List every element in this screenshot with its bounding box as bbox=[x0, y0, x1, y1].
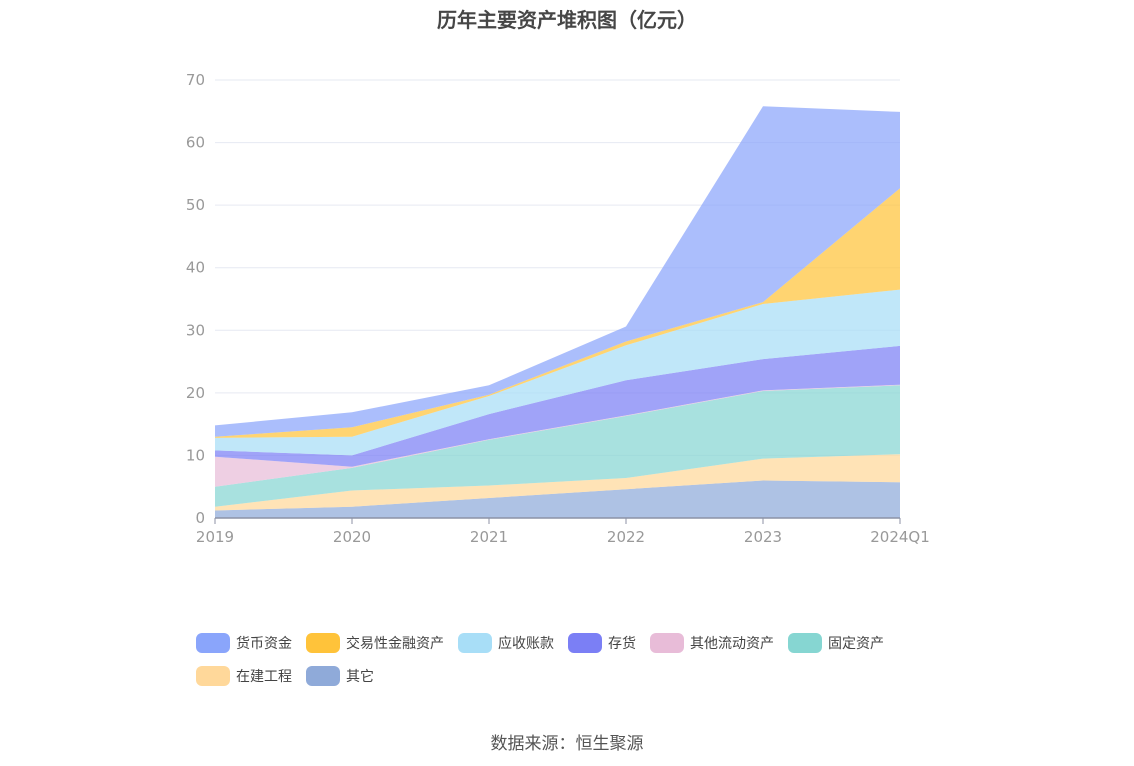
area-series-4 bbox=[215, 345, 900, 467]
area-series-1 bbox=[215, 454, 900, 511]
x-tick-label: 2024Q1 bbox=[870, 528, 930, 546]
y-tick-label: 60 bbox=[186, 134, 205, 152]
x-tick-label: 2023 bbox=[744, 528, 782, 546]
legend-label: 其它 bbox=[346, 669, 374, 685]
legend-item[interactable]: 在建工程 bbox=[196, 666, 292, 686]
legend-label: 交易性金融资产 bbox=[346, 636, 444, 652]
legend-item[interactable]: 其它 bbox=[306, 666, 374, 686]
area-series-5 bbox=[215, 289, 900, 456]
area-series-3 bbox=[215, 384, 900, 487]
legend-swatch bbox=[650, 633, 684, 653]
legend-item[interactable]: 固定资产 bbox=[788, 633, 884, 653]
y-tick-label: 40 bbox=[186, 259, 205, 277]
area-series-0 bbox=[215, 480, 900, 518]
y-tick-label: 30 bbox=[186, 321, 205, 339]
y-tick-label: 70 bbox=[186, 71, 205, 89]
legend-label: 存货 bbox=[608, 636, 636, 652]
legend-swatch bbox=[568, 633, 602, 653]
legend-item[interactable]: 其他流动资产 bbox=[650, 633, 774, 653]
x-tick-label: 2021 bbox=[470, 528, 508, 546]
chart-title: 历年主要资产堆积图（亿元） bbox=[437, 8, 697, 32]
y-tick-label: 0 bbox=[195, 509, 205, 527]
stacked-area-chart: 0 10 20 30 40 50 60 70 2019 2020 2021 2022 2023 2024Q… bbox=[186, 71, 930, 546]
legend-label: 固定资产 bbox=[828, 636, 884, 652]
legend-item[interactable]: 货币资金 bbox=[196, 633, 292, 653]
legend-swatch bbox=[196, 633, 230, 653]
y-tick-label: 20 bbox=[186, 384, 205, 402]
legend-swatch bbox=[788, 633, 822, 653]
area-layer bbox=[215, 106, 900, 518]
legend-swatch bbox=[306, 666, 340, 686]
legend-label: 在建工程 bbox=[236, 669, 292, 685]
legend-swatch bbox=[306, 633, 340, 653]
data-source-note: 数据来源：恒生聚源 bbox=[490, 734, 644, 754]
legend-row-1: 货币资金 交易性金融资产 应收账款 存货 其他流动资产 固定资产 bbox=[196, 630, 956, 656]
x-tick-label: 2022 bbox=[607, 528, 645, 546]
axis-layer: 0 10 20 30 40 50 60 70 2019 2020 2021 2022 2023 2024Q… bbox=[186, 71, 930, 546]
chart-legend: 货币资金 交易性金融资产 应收账款 存货 其他流动资产 固定资产 在建工程 其它 bbox=[196, 630, 956, 696]
area-series-2 bbox=[215, 385, 900, 507]
legend-item[interactable]: 存货 bbox=[568, 633, 636, 653]
legend-item[interactable]: 交易性金融资产 bbox=[306, 633, 444, 653]
legend-swatch bbox=[196, 666, 230, 686]
x-tick-label: 2019 bbox=[196, 528, 234, 546]
legend-item[interactable]: 应收账款 bbox=[458, 633, 554, 653]
y-tick-label: 50 bbox=[186, 196, 205, 214]
legend-label: 货币资金 bbox=[236, 636, 292, 652]
legend-label: 应收账款 bbox=[498, 636, 554, 652]
area-series-7 bbox=[215, 106, 900, 437]
y-tick-label: 10 bbox=[186, 446, 205, 464]
x-tick-label: 2020 bbox=[333, 528, 371, 546]
legend-label: 其他流动资产 bbox=[690, 636, 774, 652]
legend-swatch bbox=[458, 633, 492, 653]
legend-row-2: 在建工程 其它 bbox=[196, 663, 956, 689]
